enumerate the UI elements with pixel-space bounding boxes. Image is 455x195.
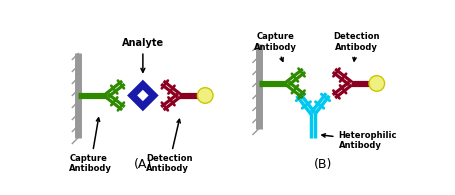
Text: Detection
Antibody: Detection Antibody: [146, 119, 192, 173]
Circle shape: [369, 76, 384, 91]
Text: Analyte: Analyte: [122, 38, 164, 72]
Text: Capture
Antibody: Capture Antibody: [69, 118, 112, 173]
Circle shape: [197, 88, 213, 103]
Text: (B): (B): [314, 158, 333, 171]
Polygon shape: [137, 90, 149, 101]
Text: Capture
Antibody: Capture Antibody: [254, 32, 297, 61]
Polygon shape: [126, 78, 160, 113]
Text: (A): (A): [134, 158, 152, 171]
Text: Heterophilic
Antibody: Heterophilic Antibody: [322, 131, 397, 150]
Text: Detection
Antibody: Detection Antibody: [333, 32, 380, 61]
